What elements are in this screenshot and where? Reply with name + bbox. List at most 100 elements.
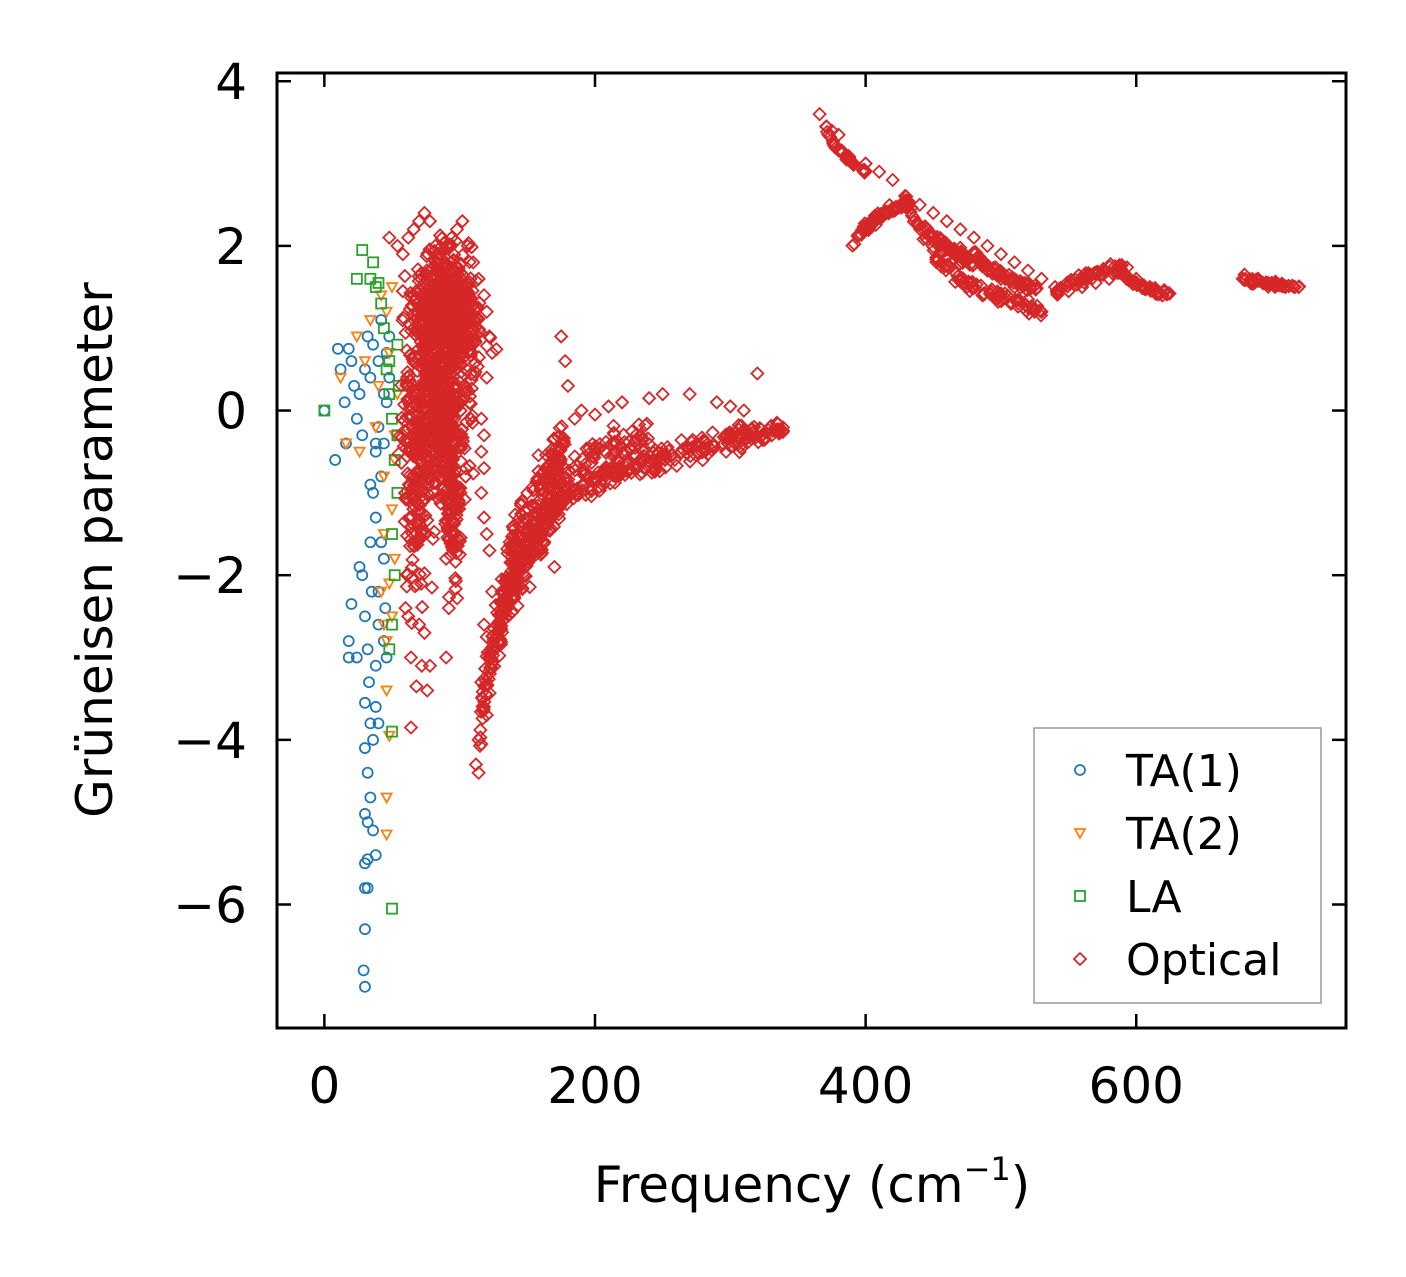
data-point-ta-1- bbox=[369, 701, 382, 713]
data-point-ta-1- bbox=[318, 404, 331, 417]
data-point-ta-1- bbox=[345, 355, 358, 368]
legend: TA(1) TA(2) LA Optical bbox=[1033, 727, 1322, 1004]
data-point-optical bbox=[1270, 277, 1285, 293]
data-point-optical bbox=[926, 239, 941, 255]
data-point-ta-1- bbox=[364, 717, 377, 730]
data-point-optical bbox=[513, 497, 529, 513]
data-point-optical bbox=[413, 531, 428, 546]
data-point-optical bbox=[425, 404, 440, 420]
data-point-optical bbox=[382, 230, 397, 245]
data-point-optical bbox=[841, 150, 857, 165]
data-point-optical bbox=[724, 426, 740, 442]
data-point-optical bbox=[945, 242, 960, 258]
data-point-optical bbox=[429, 476, 445, 491]
data-point-optical bbox=[484, 643, 500, 658]
data-point-optical bbox=[897, 195, 912, 211]
data-point-optical bbox=[462, 344, 477, 359]
data-point-optical bbox=[432, 365, 448, 380]
data-point-optical bbox=[414, 658, 430, 674]
data-point-ta-1- bbox=[367, 733, 379, 746]
data-point-optical bbox=[399, 490, 414, 505]
data-point-optical bbox=[476, 702, 491, 717]
data-point-optical bbox=[550, 461, 565, 476]
series-la bbox=[318, 244, 405, 915]
data-point-optical bbox=[498, 574, 513, 590]
data-point-optical bbox=[453, 403, 468, 418]
data-point-optical bbox=[704, 442, 720, 458]
data-point-optical bbox=[552, 420, 568, 436]
data-point-optical bbox=[993, 246, 1009, 262]
data-point-optical bbox=[480, 677, 495, 693]
data-point-optical bbox=[951, 273, 967, 288]
data-point-optical bbox=[464, 239, 479, 255]
data-point-optical bbox=[551, 457, 567, 472]
data-point-optical bbox=[431, 246, 447, 262]
data-point-optical bbox=[748, 430, 763, 446]
data-point-optical bbox=[482, 543, 497, 558]
data-point-optical bbox=[416, 491, 432, 507]
data-point-optical bbox=[962, 283, 978, 299]
data-point-optical bbox=[614, 445, 629, 461]
data-point-optical bbox=[845, 155, 861, 171]
data-point-optical bbox=[465, 415, 480, 431]
data-point-optical bbox=[467, 355, 483, 371]
data-point-optical bbox=[407, 538, 422, 554]
data-point-optical bbox=[394, 455, 409, 471]
data-point-optical bbox=[420, 485, 435, 501]
data-point-optical bbox=[953, 222, 968, 237]
data-point-optical bbox=[592, 479, 607, 495]
data-point-optical bbox=[445, 253, 461, 268]
data-point-ta-2- bbox=[339, 438, 353, 451]
data-point-optical bbox=[1137, 281, 1152, 296]
x-tick-label: 0 bbox=[308, 1057, 340, 1115]
legend-label: LA bbox=[1126, 872, 1182, 923]
data-point-ta-1- bbox=[380, 651, 393, 664]
data-point-la bbox=[383, 388, 396, 400]
data-point-optical bbox=[955, 247, 971, 263]
data-point-optical bbox=[405, 418, 421, 434]
data-point-optical bbox=[521, 551, 536, 567]
data-point-optical bbox=[1261, 276, 1276, 292]
data-point-optical bbox=[404, 447, 420, 462]
data-point-optical bbox=[474, 444, 489, 459]
x-tick-label: 400 bbox=[818, 1057, 913, 1115]
data-point-optical bbox=[493, 606, 508, 622]
data-point-optical bbox=[723, 439, 739, 455]
data-point-optical bbox=[403, 317, 418, 332]
data-point-optical bbox=[899, 199, 914, 214]
data-point-optical bbox=[1086, 266, 1102, 281]
legend-marker bbox=[1074, 890, 1086, 902]
data-point-optical bbox=[478, 677, 493, 693]
data-point-optical bbox=[410, 429, 426, 445]
data-point-optical bbox=[453, 454, 469, 469]
data-point-optical bbox=[1121, 270, 1136, 285]
data-point-optical bbox=[876, 204, 892, 220]
data-point-optical bbox=[464, 381, 480, 396]
data-point-optical bbox=[606, 418, 621, 434]
data-point-optical bbox=[418, 366, 433, 381]
data-point-optical bbox=[476, 460, 492, 476]
data-point-optical bbox=[422, 298, 437, 314]
data-point-optical bbox=[522, 520, 538, 535]
data-point-optical bbox=[473, 730, 488, 745]
data-point-optical bbox=[502, 573, 518, 589]
data-point-la bbox=[388, 569, 401, 582]
data-point-optical bbox=[432, 272, 447, 288]
data-point-optical bbox=[614, 395, 630, 410]
data-point-optical bbox=[455, 213, 470, 229]
data-point-optical bbox=[493, 620, 508, 636]
data-point-optical bbox=[404, 615, 420, 631]
data-point-ta-2- bbox=[380, 685, 394, 698]
data-point-optical bbox=[419, 440, 434, 456]
data-point-la bbox=[386, 725, 398, 738]
data-point-optical bbox=[555, 430, 571, 446]
data-point-optical bbox=[429, 254, 445, 270]
data-point-optical bbox=[856, 223, 871, 239]
data-point-optical bbox=[468, 300, 484, 315]
data-point-ta-2- bbox=[358, 356, 372, 368]
data-point-optical bbox=[465, 408, 480, 423]
data-point-optical bbox=[449, 302, 465, 318]
data-point-optical bbox=[1271, 278, 1287, 293]
data-point-optical bbox=[1033, 308, 1049, 323]
data-point-optical bbox=[445, 280, 460, 295]
